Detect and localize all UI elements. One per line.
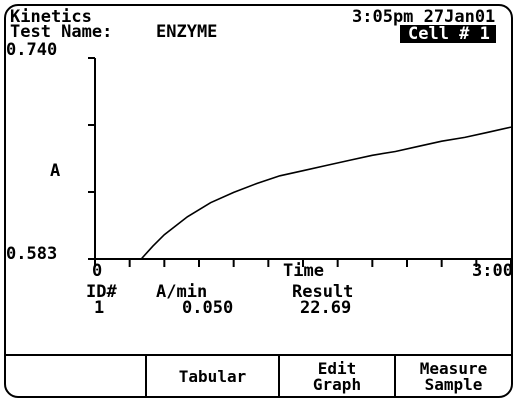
y-axis-max-label: 0.740 xyxy=(6,40,58,60)
softkey-1[interactable] xyxy=(6,356,145,398)
results-header-id: ID# xyxy=(86,282,117,302)
results-header-result: Result xyxy=(292,282,354,302)
results-id-value: 1 xyxy=(94,298,105,318)
softkey-tabular[interactable]: Tabular xyxy=(178,367,247,386)
softkey-edit-graph[interactable]: Edit Graph xyxy=(312,359,362,394)
results-rate-value: 0.050 xyxy=(182,298,234,318)
cell-badge: Cell # 1 xyxy=(400,25,496,43)
instrument-screen: Kinetics Test Name: ENZYME 3:05pm 27Jan0… xyxy=(4,4,513,398)
softkey-divider xyxy=(278,356,280,398)
test-name-label: Test Name: xyxy=(10,22,113,42)
results-result-value: 22.69 xyxy=(300,298,352,318)
softkey-divider xyxy=(394,356,396,398)
results-header-rate: A/min xyxy=(156,282,208,302)
datetime: 3:05pm 27Jan01 xyxy=(352,7,496,27)
softkey-bar: Tabular Edit Graph Measure Sample xyxy=(6,354,511,398)
absorbance-curve xyxy=(140,126,511,260)
x-axis-title: Time xyxy=(283,261,324,281)
y-axis-min-label: 0.583 xyxy=(6,244,58,264)
kinetics-plot xyxy=(88,57,511,267)
app-title: Kinetics xyxy=(10,7,92,27)
softkey-measure-sample[interactable]: Measure Sample xyxy=(419,359,488,394)
y-axis-title: A xyxy=(50,161,61,181)
x-axis-min-label: 0 xyxy=(92,261,103,281)
softkey-divider xyxy=(145,356,147,398)
x-axis-max-label: 3:00 xyxy=(472,261,513,281)
test-name-value: ENZYME xyxy=(156,22,218,42)
